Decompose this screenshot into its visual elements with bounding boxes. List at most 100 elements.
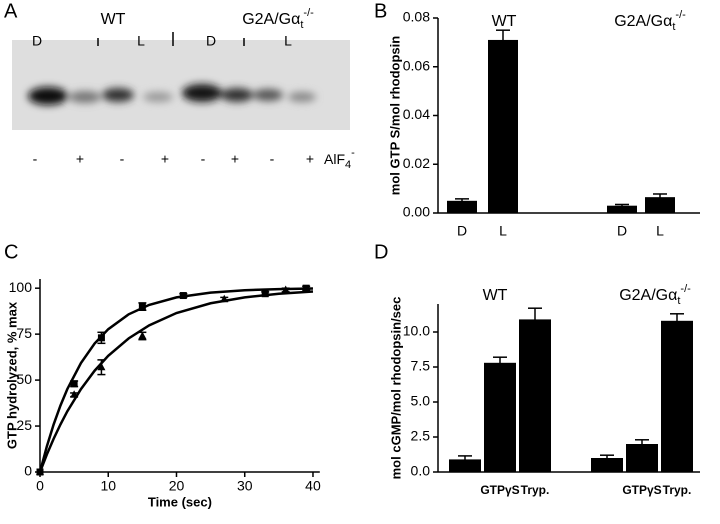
x-tick-label: GTPγS [622,483,661,497]
blot-band [253,89,283,101]
data-point [138,331,147,339]
blot-band [182,84,222,102]
data-point [302,284,310,292]
x-tick-label: L [656,223,664,239]
blot-image [12,32,350,130]
label-sub: t [300,19,303,31]
fit-line [38,290,314,473]
y-tick-label: 7.5 [411,358,431,374]
treatment-sign: - [201,151,206,167]
blot-band [102,88,134,102]
y-tick-label: 0.0 [411,463,431,479]
bar [449,459,481,472]
label-text: AlF [324,151,345,167]
x-tick-label: D [617,223,627,239]
lane-label: L [284,33,292,49]
label-sup: -/- [303,7,314,19]
y-axis-label: mol GTP S/mol rhodopsin [387,36,402,195]
data-point [70,390,79,398]
bar [519,319,551,472]
y-tick-label: 0.04 [403,106,430,122]
x-tick-label: 30 [237,478,253,494]
y-tick-label: 100 [9,279,33,295]
panel-letter: C [4,241,18,263]
lane-label: L [137,33,145,49]
data-point [281,285,290,294]
y-tick-label: 0.08 [403,9,430,25]
treatment-sign: - [270,151,275,167]
rich-label: WT [101,11,126,28]
data-point [97,362,106,371]
label-sup: -/- [680,283,691,295]
label-text: WT [483,287,508,304]
label-text: WT [492,13,517,30]
x-tick-label: 40 [305,478,321,494]
treatment-sign: + [231,151,239,167]
y-tick-label: 50 [16,371,32,387]
x-tick-label: L [499,223,507,239]
x-tick-label: 20 [169,478,185,494]
data-point [97,334,105,342]
rich-label: G2A/Gαt-/- [619,283,691,307]
treatment-sign: + [161,151,169,167]
y-tick-label: 0 [24,463,32,479]
lane-label: D [206,33,216,49]
label-sub: 4 [345,159,351,171]
label-sub: t [677,295,680,307]
x-tick-label: Tryp. [521,483,550,497]
x-tick-label: GTPγS [480,483,519,497]
data-point [138,303,146,311]
treatment-sign: + [306,151,314,167]
y-tick-label: 0.00 [403,204,430,220]
rich-label: WT [492,13,517,30]
blot-band [28,87,68,105]
data-point [179,292,187,300]
label-sup: -/- [675,9,686,21]
label-sup: - [351,147,355,159]
label-text: WT [101,11,126,28]
treatment-sign: + [76,151,84,167]
fit-line [38,287,313,473]
blot-band [221,88,253,102]
label-text: G2A/Gα [614,13,672,30]
treatment-sign: - [33,151,38,167]
x-tick-label: 0 [36,478,44,494]
bar [661,320,693,472]
bar [447,200,477,213]
x-tick-label: D [457,223,467,239]
rich-label: G2A/Gαt-/- [242,7,314,31]
lane-label: D [32,33,42,49]
treatment-sign: - [120,151,125,167]
blot-band [288,92,316,102]
rich-label: WT [483,287,508,304]
label-text: G2A/Gα [619,287,677,304]
panel-letter: B [374,0,387,22]
y-tick-label: 0.02 [403,155,430,171]
x-tick-label: Tryp. [663,483,692,497]
bar [645,197,675,213]
y-tick-label: 5.0 [411,393,431,409]
data-point [261,290,269,298]
bar [488,39,518,213]
y-tick-label: 10.0 [403,323,430,339]
x-axis-label: Time (sec) [148,494,212,509]
y-axis-label: mol cGMP/mol rhodopsin/sec [388,297,403,480]
bar [626,444,658,472]
data-point [70,380,78,388]
blot-band [143,92,173,102]
blot-band [69,91,101,103]
panel-letter: A [4,0,18,22]
y-tick-label: 0.06 [403,57,430,73]
rich-label: AlF4- [324,147,355,171]
panel-letter: D [374,241,388,263]
data-point [220,294,229,303]
bar [591,458,623,472]
bar [607,205,637,213]
label-text: G2A/Gα [242,11,300,28]
y-tick-label: 75 [16,325,32,341]
y-tick-label: 2.5 [411,428,431,444]
x-tick-label: 10 [100,478,116,494]
y-axis-label: GTP hydrolyzed, % max [4,301,19,449]
y-tick-label: 25 [16,417,32,433]
